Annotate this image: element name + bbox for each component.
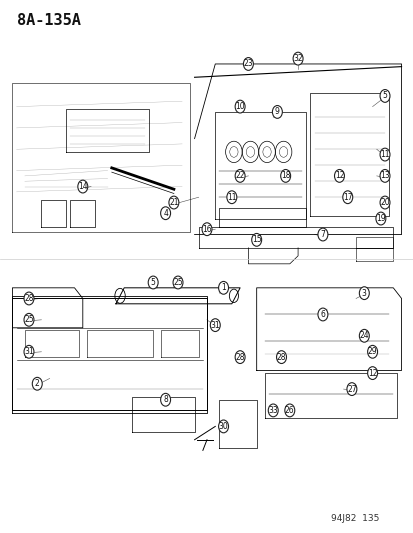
Circle shape	[235, 351, 244, 364]
Text: 11: 11	[227, 193, 236, 201]
Circle shape	[284, 404, 294, 417]
Text: 24: 24	[358, 332, 368, 340]
Circle shape	[32, 377, 42, 390]
Text: 8A-135A: 8A-135A	[17, 13, 80, 28]
Text: 32: 32	[292, 54, 302, 63]
Text: 9: 9	[274, 108, 279, 116]
Circle shape	[24, 313, 34, 326]
Text: 25: 25	[24, 316, 34, 324]
Text: 29: 29	[367, 348, 377, 356]
Circle shape	[367, 345, 377, 358]
Text: 1: 1	[221, 284, 225, 292]
Text: 13: 13	[379, 172, 389, 180]
Text: 30: 30	[218, 422, 228, 431]
Circle shape	[280, 169, 290, 182]
Circle shape	[375, 212, 385, 225]
Text: 4: 4	[163, 209, 168, 217]
Text: 5: 5	[150, 278, 155, 287]
Text: 5: 5	[382, 92, 387, 100]
Circle shape	[379, 90, 389, 102]
Circle shape	[160, 393, 170, 406]
Circle shape	[210, 319, 220, 332]
Circle shape	[235, 100, 244, 113]
Text: 28: 28	[235, 353, 244, 361]
Text: 94J82  135: 94J82 135	[330, 514, 379, 523]
Circle shape	[24, 292, 34, 305]
Text: 14: 14	[78, 182, 88, 191]
Circle shape	[358, 287, 368, 300]
Text: 12: 12	[367, 369, 376, 377]
Text: 19: 19	[375, 214, 385, 223]
Circle shape	[292, 52, 302, 65]
Circle shape	[78, 180, 88, 193]
Text: 21: 21	[169, 198, 178, 207]
Circle shape	[218, 281, 228, 294]
Circle shape	[317, 228, 327, 241]
Circle shape	[235, 169, 244, 182]
Circle shape	[346, 383, 356, 395]
Text: 18: 18	[280, 172, 290, 180]
Text: 6: 6	[320, 310, 325, 319]
Circle shape	[202, 223, 211, 236]
Circle shape	[317, 308, 327, 321]
Circle shape	[342, 191, 352, 204]
Text: 7: 7	[320, 230, 325, 239]
Text: 8: 8	[163, 395, 168, 404]
Circle shape	[226, 191, 236, 204]
Text: 28: 28	[276, 353, 285, 361]
Circle shape	[379, 196, 389, 209]
Text: 25: 25	[173, 278, 183, 287]
Circle shape	[169, 196, 178, 209]
Text: 31: 31	[210, 321, 220, 329]
Circle shape	[160, 207, 170, 220]
Text: 17: 17	[342, 193, 352, 201]
Circle shape	[268, 404, 278, 417]
Text: 15: 15	[251, 236, 261, 244]
Text: 31: 31	[24, 348, 34, 356]
Text: 26: 26	[284, 406, 294, 415]
Circle shape	[358, 329, 368, 342]
Circle shape	[276, 351, 286, 364]
Text: 10: 10	[235, 102, 244, 111]
Circle shape	[251, 233, 261, 246]
Text: 27: 27	[346, 385, 356, 393]
Circle shape	[24, 345, 34, 358]
Circle shape	[272, 106, 282, 118]
Text: 16: 16	[202, 225, 211, 233]
Circle shape	[379, 169, 389, 182]
Circle shape	[379, 148, 389, 161]
Circle shape	[218, 420, 228, 433]
Text: 12: 12	[334, 172, 343, 180]
Text: 2: 2	[35, 379, 40, 388]
Text: 23: 23	[243, 60, 253, 68]
Circle shape	[173, 276, 183, 289]
Circle shape	[243, 58, 253, 70]
Text: 22: 22	[235, 172, 244, 180]
Circle shape	[148, 276, 158, 289]
Circle shape	[367, 367, 377, 379]
Text: 28: 28	[24, 294, 33, 303]
Text: 20: 20	[379, 198, 389, 207]
Text: 11: 11	[380, 150, 389, 159]
Text: 3: 3	[361, 289, 366, 297]
Circle shape	[334, 169, 344, 182]
Text: 33: 33	[268, 406, 278, 415]
